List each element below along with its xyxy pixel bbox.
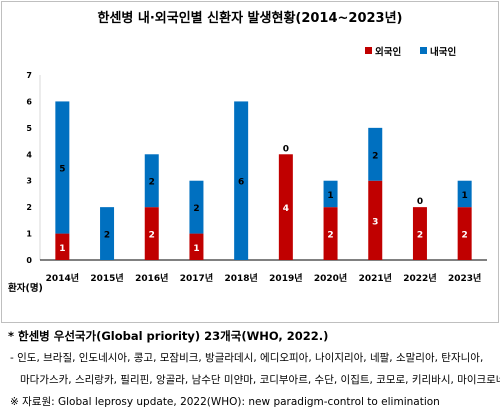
data-label: 2 <box>462 231 468 241</box>
data-label: 2 <box>193 204 199 214</box>
data-label: 2 <box>149 178 155 188</box>
bar-foreign <box>144 207 159 260</box>
data-label: 6 <box>238 178 244 188</box>
data-label: 4 <box>283 204 289 214</box>
data-label: 1 <box>193 244 199 254</box>
y-axis-title: 환자(명) <box>8 282 43 294</box>
bar-domestic <box>234 101 249 260</box>
data-label: 2 <box>149 231 155 241</box>
bar-domestic <box>457 180 472 208</box>
legend-swatch-foreign <box>365 47 372 54</box>
x-tick-label: 2019년 <box>269 272 302 284</box>
bar-foreign <box>323 207 338 260</box>
legend-label: 외국인 <box>375 46 401 58</box>
data-label: 1 <box>59 244 65 254</box>
data-label: 2 <box>327 231 333 241</box>
data-label: 2 <box>417 231 423 241</box>
source-note: ※ 자료원: Global leprosy update, 2022(WHO):… <box>10 396 440 408</box>
data-label: 0 <box>417 197 423 207</box>
bar-foreign <box>189 233 204 260</box>
data-label: 0 <box>283 144 289 154</box>
x-tick-label: 2016년 <box>135 272 168 284</box>
x-tick-label: 2023년 <box>448 272 481 284</box>
x-tick-label: 2017년 <box>180 272 213 284</box>
legend-label: 내국인 <box>430 46 456 58</box>
y-tick-label: 6 <box>26 97 32 106</box>
chart-frame <box>1 1 499 323</box>
priority-countries-heading: * 한센병 우선국가(Global priority) 23개국(WHO, 20… <box>8 329 329 343</box>
y-tick-label: 1 <box>26 230 32 239</box>
x-tick-label: 2018년 <box>224 272 257 284</box>
bar-foreign <box>412 207 427 260</box>
x-tick-label: 2021년 <box>359 272 392 284</box>
data-label: 3 <box>372 217 378 227</box>
bar-foreign <box>278 154 293 260</box>
bar-foreign <box>457 207 472 260</box>
bar-domestic <box>100 207 115 260</box>
y-tick-label: 3 <box>26 177 32 186</box>
x-tick-label: 2022년 <box>403 272 436 284</box>
x-tick-label: 2015년 <box>90 272 123 284</box>
bar-domestic <box>144 154 159 208</box>
y-tick-label: 4 <box>26 150 32 159</box>
data-label: 2 <box>372 151 378 161</box>
chart-title: 한센병 내·외국인별 신환자 발생현황(2014~2023년) <box>97 11 403 26</box>
data-label: 2 <box>104 231 110 241</box>
x-tick-label: 2020년 <box>314 272 347 284</box>
y-tick-label: 2 <box>26 203 32 212</box>
priority-countries-line-2: 마다가스카, 스리랑카, 필리핀, 앙골라, 남수단 미얀마, 코디부아르, 수… <box>20 374 500 386</box>
bar-domestic <box>55 101 70 234</box>
priority-countries-line-1: - 인도, 브라질, 인도네시아, 콩고, 모잠비크, 방글라데시, 에디오피아… <box>10 352 484 364</box>
bar-foreign <box>55 233 70 260</box>
bar-domestic <box>189 180 204 234</box>
data-label: 1 <box>327 191 333 201</box>
data-label: 5 <box>59 165 65 175</box>
stacked-bar-chart: 0 1 2 3 4 5 6 7 1 5 2014년 0 2 2015년 2 2 2016년 1 2 2017년 0 6 20… <box>8 46 487 294</box>
y-tick-label: 0 <box>26 256 32 265</box>
bar-domestic <box>368 127 383 181</box>
x-tick-label: 2014년 <box>46 272 79 284</box>
y-tick-label: 7 <box>26 71 32 80</box>
y-tick-label: 5 <box>26 124 32 133</box>
bar-foreign <box>368 180 383 260</box>
legend-swatch-domestic <box>420 47 427 54</box>
bar-domestic <box>323 180 338 208</box>
data-label: 1 <box>462 191 468 201</box>
